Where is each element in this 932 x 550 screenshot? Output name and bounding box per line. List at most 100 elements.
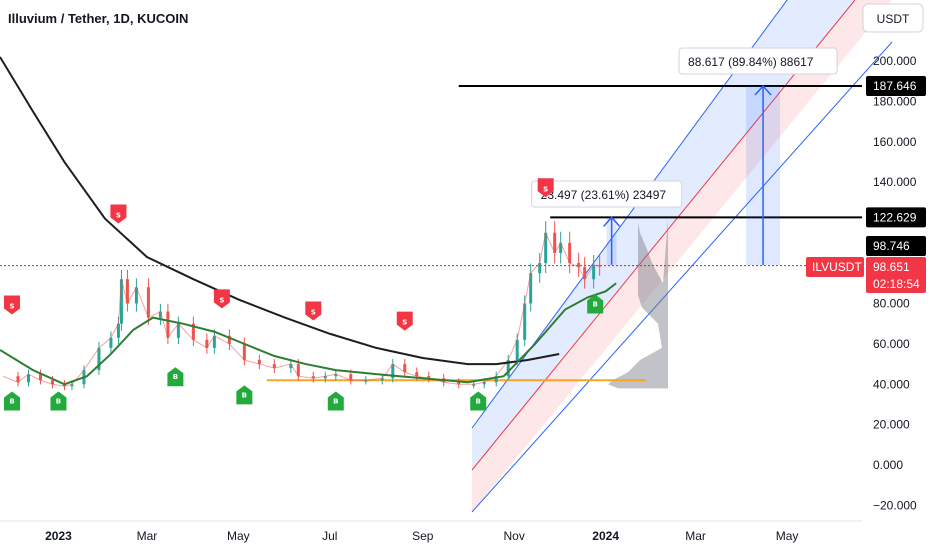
measure-arrow-head: [603, 216, 621, 227]
candle: [125, 279, 129, 304]
candle: [553, 232, 557, 253]
time-axis[interactable]: 2023 Mar May Jul Sep Nov 2024 Mar May: [0, 520, 862, 543]
currency-button[interactable]: [862, 3, 924, 33]
candle: [380, 378, 384, 381]
measure-label: 23.497 (23.61%) 23497: [541, 188, 667, 202]
candle: [323, 376, 327, 379]
sell-label: S: [116, 212, 121, 220]
candle: [529, 273, 533, 304]
candle: [403, 364, 407, 373]
regression-channel: [471, 0, 893, 513]
candle: [568, 242, 572, 264]
candle: [415, 372, 419, 377]
trade-signals: S S S S S S B B B B B B B: [3, 178, 604, 411]
price-tags: 187.646 122.629 98.746 98.651 02:18:54 ILVUSD…: [806, 75, 926, 293]
candle: [592, 265, 596, 280]
buy-signal: B: [167, 367, 184, 387]
sell-label: S: [543, 185, 548, 193]
buy-marker: [587, 294, 604, 314]
candle: [109, 337, 113, 348]
buy-signal: B: [50, 391, 67, 411]
sell-label: S: [9, 302, 14, 310]
buy-signal: B: [587, 294, 604, 314]
y-tick-label: −20.000: [873, 499, 917, 513]
sell-label: S: [219, 296, 224, 304]
candle: [191, 323, 195, 340]
sell-signal: S: [305, 301, 322, 321]
x-tick-label: 2023: [45, 529, 72, 543]
candle: [544, 232, 548, 264]
x-tick-label: Mar: [685, 529, 706, 543]
buy-marker: [50, 391, 67, 411]
candle: [119, 279, 123, 324]
buy-label: B: [476, 397, 481, 405]
candle: [146, 287, 150, 318]
buy-marker: [470, 391, 487, 411]
candle: [296, 364, 300, 377]
buy-signal: B: [327, 391, 344, 411]
candle: [391, 364, 395, 379]
candle: [364, 380, 368, 382]
currency-label: USDT: [877, 12, 910, 26]
x-tick-label: Jul: [322, 529, 337, 543]
buy-label: B: [333, 397, 338, 405]
candle: [26, 374, 30, 383]
level-tag: 187.646: [873, 79, 917, 93]
y-tick-label: 160.000: [873, 135, 917, 149]
chart-title: Illuvium / Tether, 1D, KUCOIN: [8, 11, 188, 26]
buy-label: B: [173, 373, 178, 381]
buy-signal: B: [470, 391, 487, 411]
candle: [598, 265, 602, 267]
y-tick-label: 80.000: [873, 296, 910, 310]
sell-signal: S: [110, 204, 127, 224]
candle: [38, 374, 42, 381]
x-tick-label: Mar: [137, 529, 158, 543]
volume-profile-shape: [608, 218, 668, 389]
level-lines: [0, 84, 862, 382]
measure-label-box: [531, 180, 683, 208]
candle: [482, 382, 486, 385]
measure-label-box: [678, 47, 838, 75]
volume-profile: [608, 218, 668, 389]
candle: [166, 311, 170, 338]
price-candles: [2, 221, 602, 391]
candle: [272, 364, 276, 369]
sell-marker: [537, 178, 554, 198]
symbol-tag-bg: [806, 257, 864, 277]
candle: [242, 343, 246, 361]
candle: [349, 374, 353, 381]
candle: [538, 263, 542, 274]
sell-marker: [110, 204, 127, 224]
candle: [515, 339, 519, 361]
candle: [116, 323, 120, 338]
candle: [134, 287, 138, 304]
buy-label: B: [242, 391, 247, 399]
measure-arrow-head: [754, 84, 772, 96]
sell-marker: [3, 295, 20, 315]
candle: [50, 380, 54, 385]
moving-averages: [0, 56, 617, 386]
sell-label: S: [402, 319, 407, 327]
candle: [334, 374, 338, 377]
buy-label: B: [56, 397, 61, 405]
candle: [257, 360, 261, 365]
x-tick-label: May: [227, 529, 250, 543]
sell-signal: S: [537, 178, 554, 198]
price-line: [2, 231, 600, 387]
candle: [227, 335, 231, 344]
y-tick-label: 20.000: [873, 418, 910, 432]
buy-marker: [167, 367, 184, 387]
buy-marker: [327, 391, 344, 411]
candle: [457, 382, 461, 385]
y-tick-label: 200.000: [873, 54, 917, 68]
sell-marker: [396, 311, 413, 331]
measurement-tools: 23.497 (23.61%) 23497 88.617 (89.84%) 886…: [531, 47, 838, 266]
y-tick-label: 0.000: [873, 458, 903, 472]
sell-signal: S: [396, 311, 413, 331]
sell-marker: [305, 301, 322, 321]
x-tick-label: Nov: [504, 529, 525, 543]
sell-signal: S: [213, 289, 230, 309]
symbol-tag: ILVUSDT: [812, 260, 862, 274]
candle: [205, 339, 209, 348]
